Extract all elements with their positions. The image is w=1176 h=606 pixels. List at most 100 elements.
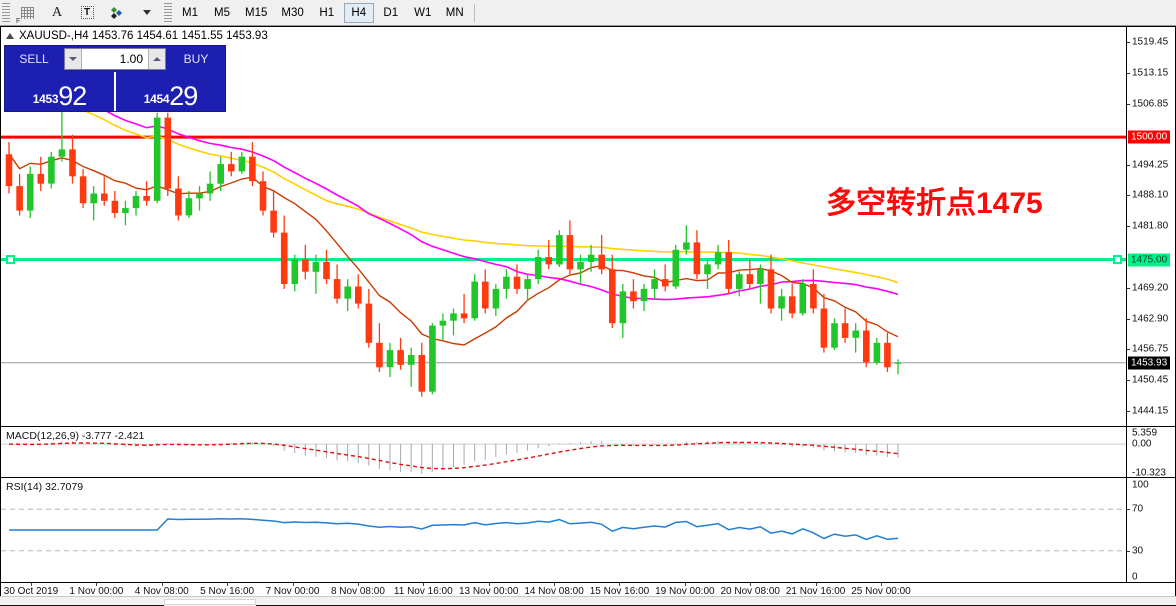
macd-axis-label: 5.359	[1132, 427, 1158, 439]
volume-decrease-icon[interactable]	[65, 49, 82, 69]
timeframe-h4[interactable]: H4	[343, 2, 374, 23]
timeframe-mn[interactable]: MN	[445, 6, 464, 19]
price-axis-label: 1488.10	[1132, 189, 1169, 201]
time-axis-tick	[96, 583, 98, 586]
macd-plot[interactable]	[1, 427, 1126, 477]
collapse-triangle-icon[interactable]	[6, 33, 14, 39]
symbol-header: XAUUSD-,H4 1453.76 1454.61 1451.55 1453.…	[3, 29, 271, 43]
macd-svg	[1, 440, 1126, 475]
resistance-level-badge[interactable]: 1500.00	[1128, 130, 1171, 144]
toolbar-separator	[473, 3, 475, 22]
time-axis-tick	[423, 583, 425, 586]
timeframe-m30[interactable]: M30	[281, 6, 304, 19]
symbol-ohlc-text: XAUUSD-,H4 1453.76 1454.61 1451.55 1453.…	[19, 30, 268, 42]
text-label-icon[interactable]: A	[51, 4, 63, 20]
rsi-axis-tick	[1127, 509, 1130, 511]
time-axis-label: 20 Nov 08:00	[720, 586, 780, 597]
price-axis-tick	[1127, 410, 1130, 412]
timeframe-m5[interactable]: M5	[214, 6, 230, 19]
buy-button[interactable]: BUY	[167, 46, 225, 72]
rsi-axis-label: 100	[1132, 479, 1149, 491]
rsi-axis-label: 30	[1132, 545, 1144, 557]
time-axis-tick	[684, 583, 686, 586]
time-axis-tick	[227, 583, 229, 586]
price-axis-tick	[1127, 379, 1130, 381]
price-axis-tick	[1127, 165, 1130, 167]
buy-price-big-figure: 1454	[143, 92, 170, 106]
price-axis-label: 1469.20	[1132, 282, 1169, 294]
time-axis-label: 5 Nov 16:00	[200, 586, 255, 597]
price-axis-label: 1456.75	[1132, 343, 1169, 355]
price-axis[interactable]: 1519.45 1513.15 1506.85 1494.25 1488.10 1481.…	[1126, 27, 1175, 426]
price-axis-label: 1513.15	[1132, 67, 1169, 79]
horizontal-scrollbar[interactable]	[0, 596, 1176, 606]
time-axis-label: 30 Oct 2019	[3, 586, 59, 597]
price-plot[interactable]	[1, 27, 1126, 426]
candlestick-svg	[1, 85, 1126, 397]
text-box-icon[interactable]: T	[72, 1, 102, 25]
price-axis-tick	[1127, 348, 1130, 350]
volume-input[interactable]: 1.00	[119, 52, 143, 66]
rsi-plot[interactable]	[1, 478, 1126, 582]
chart-area[interactable]: 1519.45 1513.15 1506.85 1494.25 1488.10 1481.…	[0, 26, 1176, 603]
buy-price-pips: 29	[169, 81, 198, 112]
objects-icon[interactable]	[102, 1, 132, 25]
rsi-axis-tick	[1127, 550, 1130, 552]
price-axis-label: 1506.85	[1132, 98, 1169, 110]
macd-pane[interactable]: MACD(12,26,9) -3.777 -2.421 5.359 0.00 -10…	[0, 426, 1176, 479]
timeframe-h1[interactable]: H1	[319, 6, 335, 19]
rsi-svg	[1, 508, 1126, 552]
time-axis-tick	[750, 583, 752, 586]
current-price-badge[interactable]: 1453.93	[1128, 356, 1171, 370]
macd-label: MACD(12,26,9) -3.777 -2.421	[6, 430, 145, 442]
price-axis-tick	[1127, 103, 1130, 105]
chart-annotation-text[interactable]: 多空转折点1475	[826, 187, 1043, 220]
toolbar-grip[interactable]	[2, 2, 10, 23]
price-axis-tick	[1127, 226, 1130, 228]
time-axis-label: 11 Nov 16:00	[393, 586, 453, 597]
time-axis-label: 1 Nov 00:00	[69, 586, 124, 597]
price-axis-label: 1481.80	[1132, 220, 1169, 232]
buy-price[interactable]: 1454 29	[116, 72, 225, 111]
time-axis-label: 4 Nov 08:00	[134, 586, 189, 597]
scrollbar-thumb[interactable]	[164, 599, 256, 605]
sell-button[interactable]: SELL	[5, 46, 63, 72]
timeframe-m15[interactable]: M15	[245, 6, 268, 19]
rsi-axis-label: 0	[1132, 571, 1138, 583]
timeframe-w1[interactable]: W1	[414, 6, 432, 19]
sell-price[interactable]: 1453 92	[5, 72, 114, 111]
price-axis-tick	[1127, 318, 1130, 320]
rsi-axis-label: 70	[1132, 503, 1144, 515]
objects-dropdown-icon[interactable]	[132, 1, 162, 25]
rsi-axis[interactable]: 100 70 30 0	[1126, 478, 1175, 583]
volume-stepper[interactable]: 1.00	[64, 48, 166, 70]
timeframe-grip[interactable]	[164, 2, 172, 23]
trade-panel-divider	[114, 72, 116, 111]
time-axis-label: 8 Nov 08:00	[330, 586, 385, 597]
trade-panel-prices: 1453 92 1454 29	[5, 72, 225, 111]
price-axis-label: 1494.25	[1132, 159, 1169, 171]
price-axis-label: 1519.45	[1132, 36, 1169, 48]
time-axis-tick	[815, 583, 817, 586]
crosshair-grid-icon[interactable]: F	[12, 1, 42, 25]
time-axis-tick	[488, 583, 490, 586]
price-axis-tick	[1127, 287, 1130, 289]
time-axis-label: 19 Nov 00:00	[655, 586, 715, 597]
time-axis-tick	[881, 583, 882, 586]
pivot-level-badge[interactable]: 1475.00	[1128, 253, 1171, 267]
time-axis-tick	[619, 583, 621, 586]
timeframe-d1[interactable]: D1	[383, 6, 399, 19]
price-axis-tick	[1127, 72, 1130, 74]
time-axis-label: 14 Nov 08:00	[524, 586, 584, 597]
time-axis-label: 7 Nov 00:00	[265, 586, 320, 597]
time-axis-tick	[554, 583, 556, 586]
chart-toolbar: F A T M1 M5 M15 M30 H1 H4 D1 W1 MN	[0, 0, 1176, 26]
time-axis-tick	[292, 583, 294, 586]
one-click-trading-panel[interactable]: SELL 1.00 BUY 1453 92 1454 29	[4, 45, 226, 112]
macd-axis-label: -10.323	[1132, 467, 1166, 479]
rsi-pane[interactable]: RSI(14) 32.7079 100 70 30 0	[0, 477, 1176, 583]
volume-increase-icon[interactable]	[148, 49, 165, 69]
macd-axis[interactable]: 5.359 0.00 -10.323	[1126, 427, 1175, 479]
timeframe-m1[interactable]: M1	[182, 6, 198, 19]
